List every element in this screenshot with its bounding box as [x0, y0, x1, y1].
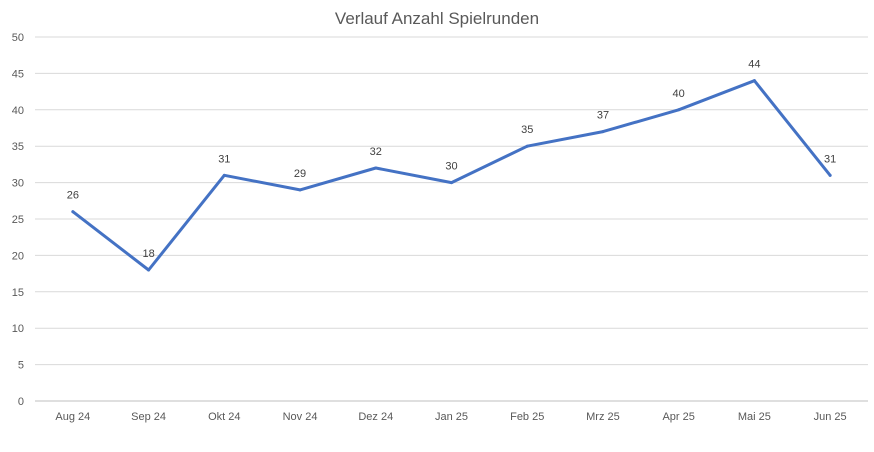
data-point: [525, 144, 529, 148]
data-point: [374, 166, 378, 170]
x-tick-label: Jun 25: [814, 411, 847, 423]
x-tick-label: Dez 24: [358, 411, 393, 423]
data-label: 31: [824, 153, 836, 165]
data-point: [677, 108, 681, 112]
y-tick-label: 5: [18, 360, 24, 372]
data-label: 37: [597, 110, 609, 122]
data-point: [71, 210, 75, 214]
y-tick-label: 15: [12, 287, 24, 299]
x-tick-label: Mrz 25: [586, 411, 620, 423]
y-tick-label: 45: [12, 68, 24, 80]
data-label: 29: [294, 168, 306, 180]
series-line: [71, 79, 832, 272]
data-label: 26: [67, 190, 79, 202]
data-label: 35: [521, 124, 533, 136]
y-tick-label: 10: [12, 323, 24, 335]
x-tick-label: Apr 25: [662, 411, 694, 423]
y-tick-label: 35: [12, 141, 24, 153]
data-label: 44: [748, 59, 760, 71]
data-point: [298, 188, 302, 192]
gridlines: [35, 36, 868, 402]
y-axis-tick-labels: 0 5 10 15 20 25 30 35 40 45 50: [12, 32, 24, 408]
x-tick-label: Aug 24: [55, 411, 90, 423]
data-label: 40: [673, 88, 685, 100]
data-point: [601, 130, 605, 134]
x-tick-label: Mai 25: [738, 411, 771, 423]
x-tick-label: Jan 25: [435, 411, 468, 423]
x-tick-label: Feb 25: [510, 411, 544, 423]
data-point: [222, 173, 226, 177]
y-tick-label: 40: [12, 105, 24, 117]
data-label: 31: [218, 153, 230, 165]
series-layer: [71, 79, 832, 272]
y-tick-label: 20: [12, 250, 24, 262]
data-label: 30: [445, 161, 457, 173]
data-point: [450, 181, 453, 185]
x-tick-label: Sep 24: [131, 411, 166, 423]
data-label: 32: [370, 146, 382, 158]
y-tick-label: 0: [18, 396, 24, 408]
data-point: [752, 79, 756, 83]
data-label: 18: [142, 248, 154, 260]
y-tick-label: 25: [12, 214, 24, 226]
x-tick-label: Okt 24: [208, 411, 240, 423]
x-tick-label: Nov 24: [283, 411, 318, 423]
y-tick-label: 30: [12, 178, 24, 190]
data-point: [828, 173, 832, 177]
x-axis-tick-labels: Aug 24 Sep 24 Okt 24 Nov 24 Dez 24 Jan 25 Feb …: [55, 411, 846, 423]
chart-title: Verlauf Anzahl Spielrunden: [334, 9, 540, 28]
y-tick-label: 50: [12, 32, 24, 44]
data-point: [147, 268, 151, 272]
data-labels: 26 18 31 29 32 30 35 37 40 44 31: [67, 59, 837, 260]
